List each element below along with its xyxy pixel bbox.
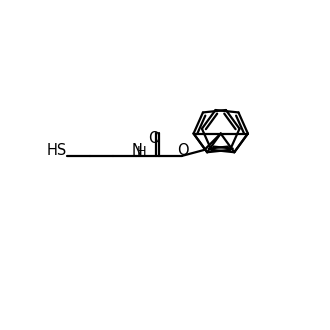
Text: H: H xyxy=(137,145,147,158)
Text: HS: HS xyxy=(47,143,67,158)
Text: O: O xyxy=(148,131,159,146)
Text: O: O xyxy=(177,143,189,158)
Text: N: N xyxy=(131,143,142,158)
